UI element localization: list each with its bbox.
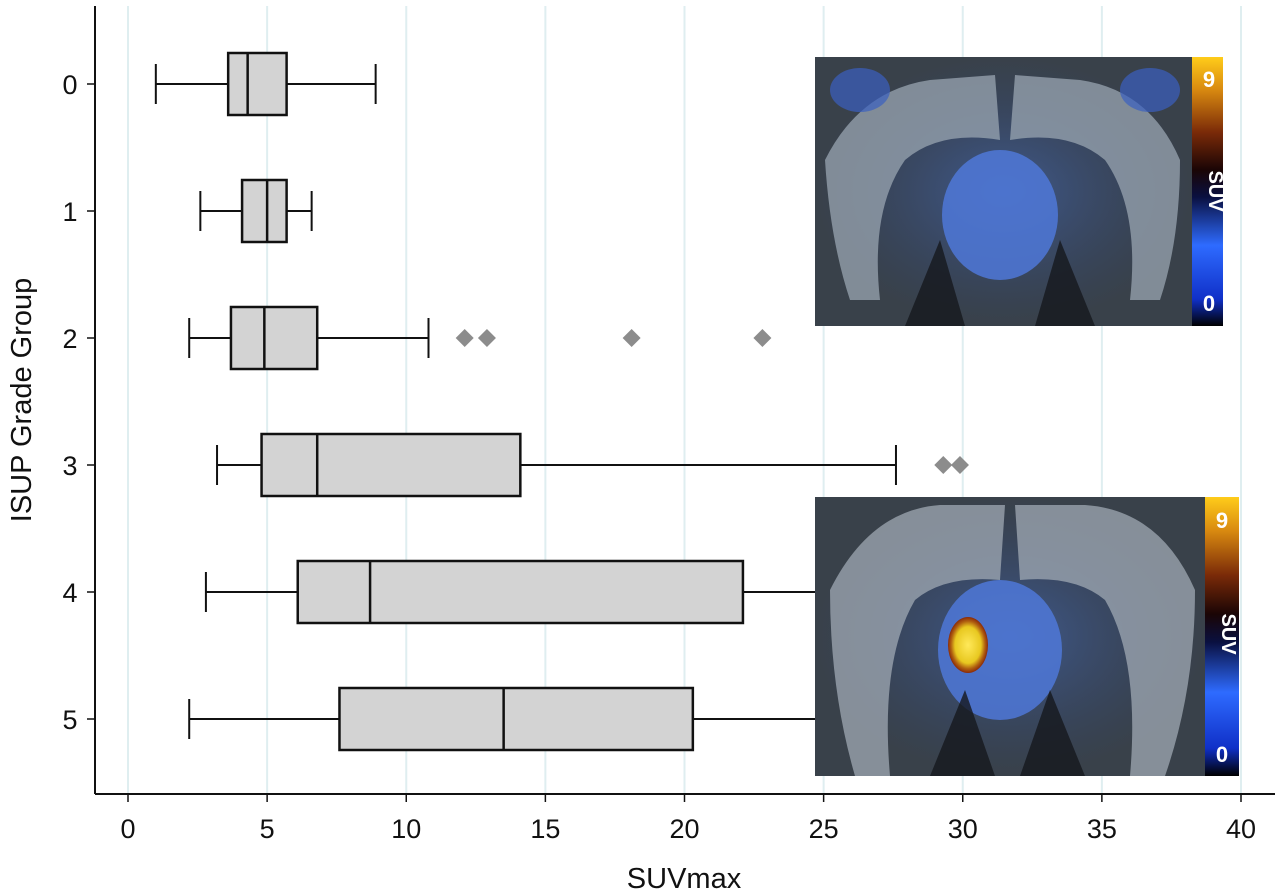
x-tick-label: 40 xyxy=(1226,814,1256,844)
y-tick-label: 1 xyxy=(62,197,77,227)
outlier-point xyxy=(477,329,496,347)
x-tick-label: 0 xyxy=(120,814,135,844)
x-tick-label: 15 xyxy=(530,814,560,844)
x-tick-label: 25 xyxy=(809,814,839,844)
colorbar-top xyxy=(1192,57,1223,326)
colorbar-bottom xyxy=(1205,497,1239,776)
y-tick-label: 4 xyxy=(62,578,77,608)
axes: 0 5 10 15 20 25 30 35 40 0 1 2 3 4 5 xyxy=(62,6,1275,844)
outlier-point xyxy=(950,456,969,474)
box-series xyxy=(154,51,969,752)
colorbar-top-min-label: 0 xyxy=(1203,291,1215,316)
box-group-1 xyxy=(199,178,313,244)
y-tick-label: 5 xyxy=(62,705,77,735)
y-tick-label: 0 xyxy=(62,70,77,100)
colorbar-top-unit-label: SUV xyxy=(1204,170,1226,212)
outlier-point xyxy=(622,329,641,347)
box-group-3 xyxy=(216,432,969,498)
colorbar-bottom-unit-label: SUV xyxy=(1217,613,1239,655)
x-tick-label: 30 xyxy=(948,814,978,844)
box-iqr xyxy=(240,178,288,244)
y-tick-label: 3 xyxy=(62,451,77,481)
outlier-point xyxy=(455,329,474,347)
x-tick-label: 20 xyxy=(669,814,699,844)
box-iqr xyxy=(338,686,695,752)
box-iqr xyxy=(226,51,288,117)
outlier-point xyxy=(753,329,772,347)
pet-inset-top: 9 SUV 0 xyxy=(815,57,1226,326)
x-tick-label: 35 xyxy=(1087,814,1117,844)
box-iqr xyxy=(229,305,319,371)
outlier-point xyxy=(934,456,953,474)
pet-inset-bottom: 9 SUV 0 xyxy=(815,497,1239,776)
x-tick-label: 5 xyxy=(260,814,275,844)
colorbar-top-max-label: 9 xyxy=(1203,67,1215,92)
box-group-2 xyxy=(188,305,772,371)
x-tick-label: 10 xyxy=(391,814,421,844)
box-group-4 xyxy=(204,559,822,625)
box-iqr xyxy=(260,432,522,498)
lesion-hotspot xyxy=(948,617,988,673)
y-tick-label: 2 xyxy=(62,324,77,354)
box-iqr xyxy=(296,559,745,625)
colorbar-bottom-min-label: 0 xyxy=(1216,742,1228,767)
y-axis-title: ISUP Grade Group xyxy=(6,278,38,522)
x-axis-title: SUVmax xyxy=(627,863,742,895)
box-group-0 xyxy=(154,51,377,117)
colorbar-bottom-max-label: 9 xyxy=(1216,508,1228,533)
box-group-5 xyxy=(188,686,822,752)
